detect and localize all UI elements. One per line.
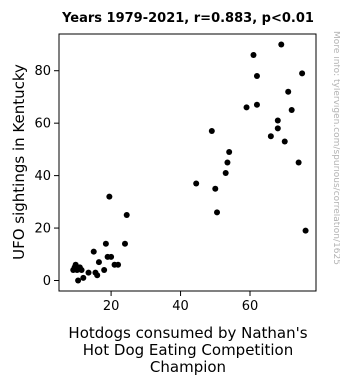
data-point — [121, 240, 128, 247]
data-point — [75, 277, 82, 284]
data-point — [85, 269, 92, 276]
x-axis-label-line-3: Champion — [150, 358, 226, 376]
data-point — [123, 211, 130, 218]
x-axis-label-line-2: Hot Dog Eating Competition — [83, 341, 293, 359]
data-point — [295, 159, 302, 166]
data-point — [302, 227, 309, 234]
data-point — [108, 253, 115, 260]
data-point — [274, 117, 281, 124]
data-point — [102, 240, 109, 247]
data-point — [281, 138, 288, 145]
y-tick-label: 20 — [34, 222, 51, 237]
data-point — [106, 193, 113, 200]
y-axis-label: UFO sightings in Kentucky — [10, 64, 28, 260]
watermark: More info: tylervigen.com/spurious/corre… — [331, 31, 340, 265]
x-tick-label: 60 — [242, 299, 259, 314]
data-point — [212, 185, 219, 192]
chart-title: Years 1979-2021, r=0.883, p<0.01 — [61, 11, 314, 26]
data-point — [101, 267, 108, 274]
x-axis-ticks: 20 40 60 — [103, 291, 258, 314]
data-point — [90, 248, 97, 255]
data-point — [274, 125, 281, 132]
y-tick-label: 80 — [34, 64, 51, 79]
data-point — [278, 41, 285, 48]
data-point — [253, 72, 260, 79]
x-tick-label: 20 — [103, 299, 120, 314]
data-point — [299, 70, 306, 77]
data-point — [288, 107, 295, 114]
data-point — [78, 267, 85, 274]
y-tick-label: 0 — [43, 274, 51, 289]
x-tick-label: 40 — [172, 299, 189, 314]
data-point — [226, 149, 233, 156]
x-axis-label-line-1: Hotdogs consumed by Nathan's — [68, 324, 307, 342]
data-point — [243, 104, 250, 111]
data-point — [253, 101, 260, 108]
data-point — [94, 272, 101, 279]
data-point — [193, 180, 200, 187]
y-axis-ticks: 0 20 40 60 80 — [34, 64, 59, 289]
data-point — [214, 209, 221, 216]
data-point — [224, 159, 231, 166]
plot-frame — [58, 33, 317, 292]
data-point — [250, 51, 257, 58]
data-point — [267, 133, 274, 140]
data-points — [70, 41, 309, 284]
data-point — [80, 274, 87, 281]
data-point — [95, 259, 102, 266]
data-point — [208, 128, 215, 135]
data-point — [222, 169, 229, 176]
y-tick-label: 40 — [34, 169, 51, 184]
data-point — [285, 88, 292, 95]
y-tick-label: 60 — [34, 117, 51, 132]
data-point — [115, 261, 122, 268]
